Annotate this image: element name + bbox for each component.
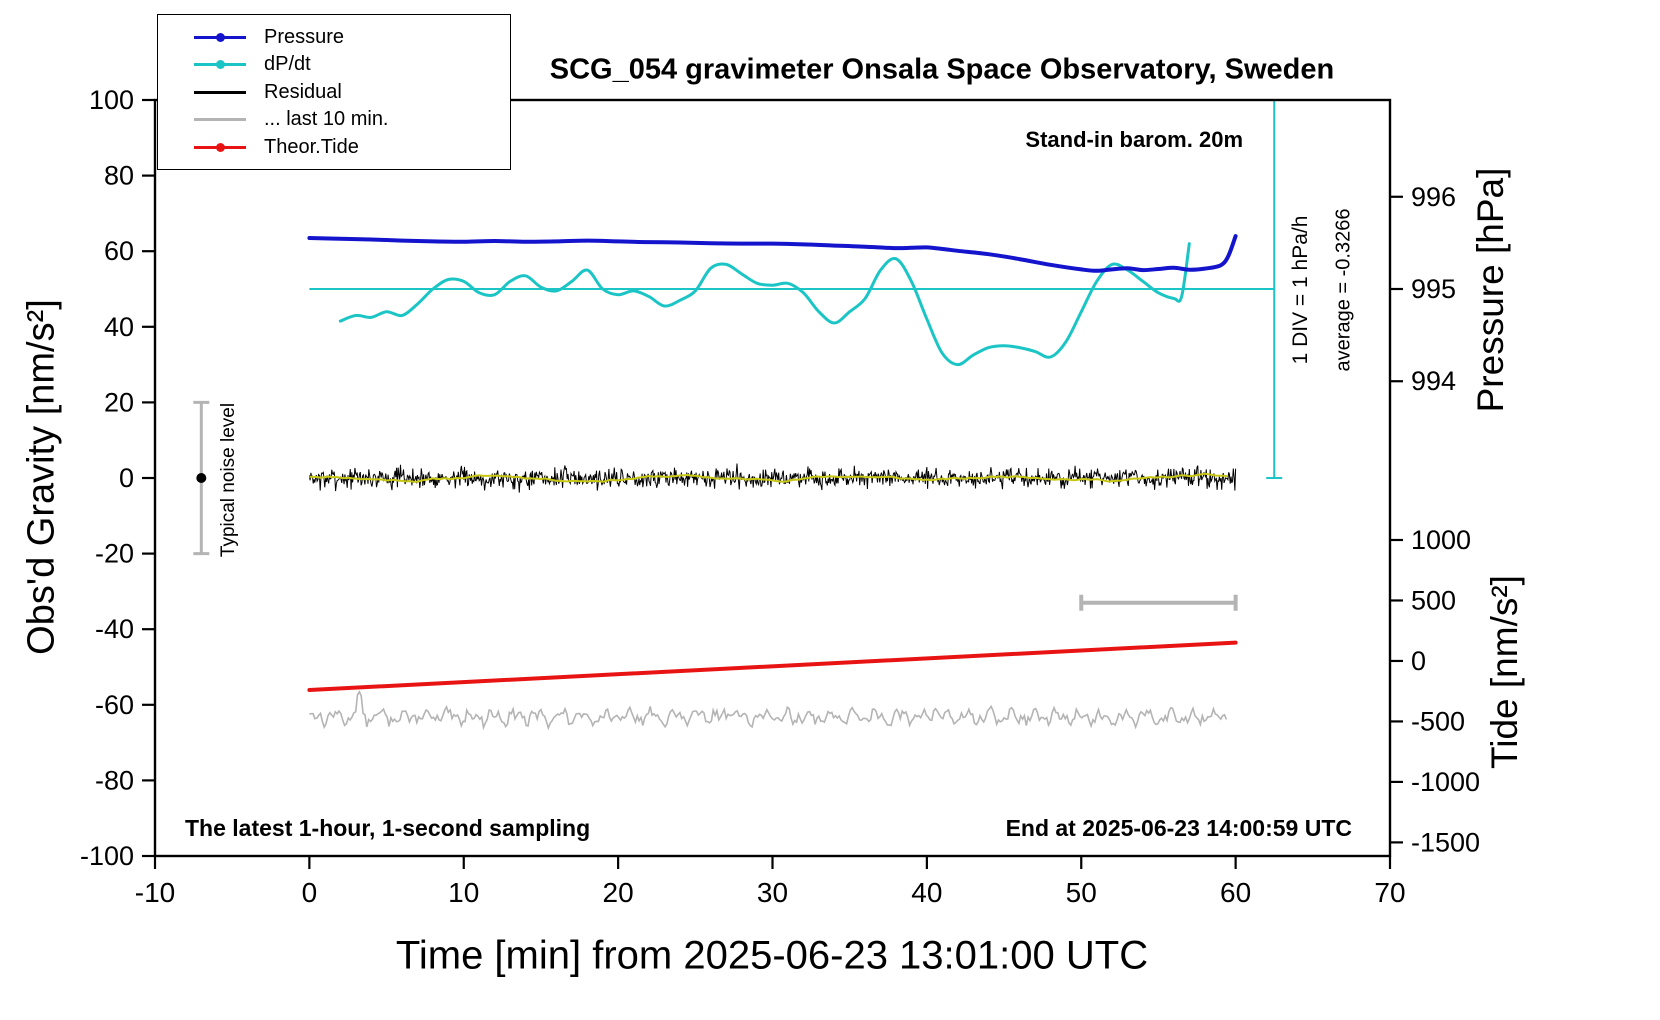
time-tick-label: 40 <box>911 877 942 908</box>
gravity-tick-label: -60 <box>95 690 134 720</box>
tide-tick-label: -500 <box>1411 706 1465 736</box>
noise-level-label: Typical noise level <box>218 402 239 558</box>
tide-tick-label: 0 <box>1411 646 1426 676</box>
last-10-min-series <box>309 690 1228 731</box>
legend-line-marker <box>194 115 246 124</box>
legend-item: dP/dt <box>194 53 500 76</box>
barometer-note: Stand-in barom. 20m <box>1025 127 1243 152</box>
gravity-tick-label: 0 <box>119 463 134 493</box>
legend-line-marker <box>194 88 246 97</box>
theor-tide-series <box>307 640 1238 692</box>
pressure-tick-label: 996 <box>1411 182 1456 212</box>
legend-label: Residual <box>264 80 342 103</box>
time-tick-label: 70 <box>1374 877 1405 908</box>
average-note: average = -0.3266 <box>1332 208 1355 372</box>
div-scale-note: 1 DIV = 1 hPa/h <box>1289 215 1312 365</box>
chart-title: SCG_054 gravimeter Onsala Space Observat… <box>549 53 1335 86</box>
pressure-series <box>307 234 1238 273</box>
gravity-tick-label: -40 <box>95 614 134 644</box>
legend-dot-marker <box>216 142 225 152</box>
legend: Pressure dP/dt Residual ... last 10 min. The… <box>157 14 511 170</box>
end-time-note: End at 2025-06-23 14:00:59 UTC <box>1005 815 1352 841</box>
gravity-tick-label: -100 <box>80 841 134 871</box>
time-tick-label: 60 <box>1220 877 1251 908</box>
time-tick-label: 30 <box>757 877 788 908</box>
pressure-tick-label: 994 <box>1411 366 1456 396</box>
time-tick-label: 20 <box>603 877 634 908</box>
gravity-tick-label: 40 <box>104 312 134 342</box>
gravity-tick-label: 100 <box>89 85 134 115</box>
tide-tick-label: 1000 <box>1411 525 1471 555</box>
sampling-note: The latest 1-hour, 1-second sampling <box>185 815 591 841</box>
legend-label: Pressure <box>264 25 345 48</box>
legend-label: ... last 10 min. <box>264 108 389 130</box>
time-tick-label: 50 <box>1066 877 1097 908</box>
legend-item: ... last 10 min. <box>194 108 500 131</box>
noise-level-dot <box>196 473 207 483</box>
dp-dt-series <box>338 242 1191 367</box>
legend-line-marker <box>194 60 246 69</box>
legend-label: dP/dt <box>264 53 311 75</box>
legend-dot-marker <box>216 32 225 42</box>
tide-tick-label: -1500 <box>1411 827 1480 857</box>
legend-item: Residual <box>194 81 500 104</box>
tide-axis-label: Tide [nm/s²] <box>1484 575 1525 769</box>
time-tick-label: -10 <box>135 877 175 908</box>
gravity-tick-label: 60 <box>104 236 134 266</box>
pressure-tick-label: 995 <box>1411 274 1456 304</box>
tide-tick-label: -1000 <box>1411 767 1480 797</box>
legend-dot-marker <box>216 60 225 69</box>
gravity-tick-label: -80 <box>95 765 134 795</box>
gravity-axis-label: Obs'd Gravity [nm/s²] <box>20 299 63 655</box>
legend-line-marker <box>194 32 246 42</box>
gravity-tick-label: 80 <box>104 161 134 191</box>
pressure-axis-label: Pressure [hPa] <box>1470 167 1511 413</box>
legend-label: Theor.Tide <box>264 135 359 158</box>
legend-item: Theor.Tide <box>194 136 500 159</box>
legend-line-marker <box>194 142 246 152</box>
time-tick-label: 10 <box>448 877 479 908</box>
legend-item: Pressure <box>194 26 500 49</box>
tide-tick-label: 500 <box>1411 585 1456 615</box>
gravity-tick-label: 20 <box>104 387 134 417</box>
residual-smoothed-series <box>309 472 1229 483</box>
gravity-tick-label: -20 <box>95 539 134 569</box>
time-tick-label: 0 <box>302 877 318 908</box>
time-axis-label: Time [min] from 2025-06-23 13:01:00 UTC <box>395 933 1149 978</box>
